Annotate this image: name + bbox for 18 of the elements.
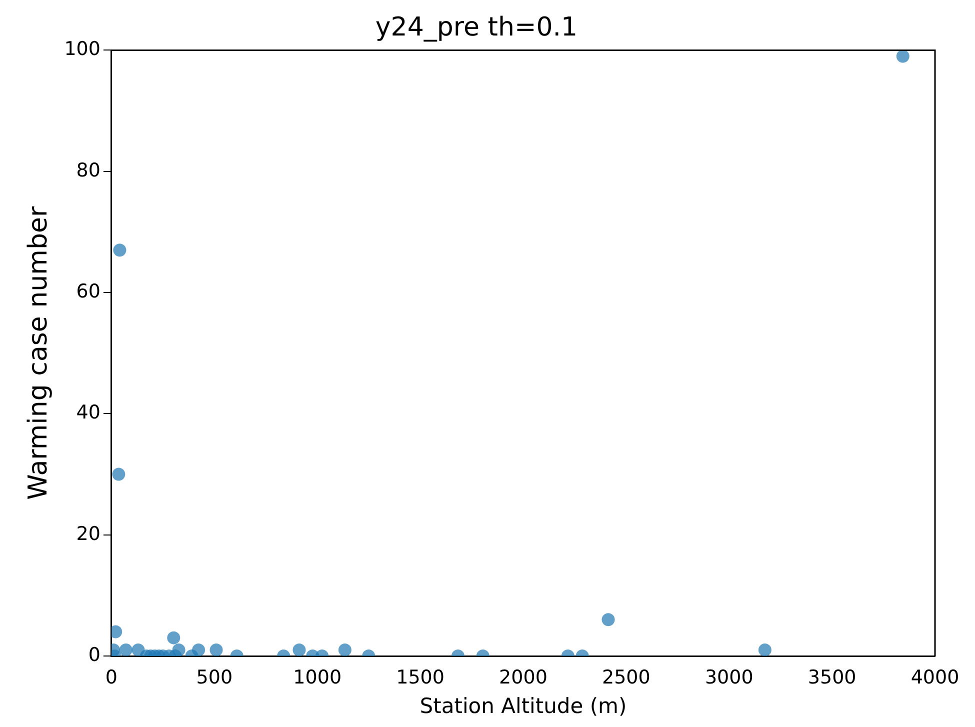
x-tick-label: 4000 bbox=[910, 666, 960, 688]
y-tick-label: 100 bbox=[64, 38, 100, 60]
y-tick-label: 60 bbox=[76, 280, 100, 302]
y-tick-label: 80 bbox=[76, 159, 100, 182]
y-tick-label: 20 bbox=[76, 522, 100, 545]
x-tick-label: 1500 bbox=[396, 666, 444, 688]
x-tick-label: 3500 bbox=[808, 666, 856, 688]
x-tick-label: 0 bbox=[105, 666, 118, 688]
x-tick-label: 3000 bbox=[704, 666, 754, 688]
x-tick-label: 2000 bbox=[499, 666, 548, 688]
chart-title: y24_pre th=0.1 bbox=[375, 12, 578, 42]
x-axis-title: Station Altitude (m) bbox=[420, 694, 627, 718]
y-tick-label: 40 bbox=[76, 402, 100, 424]
x-tick-label: 1000 bbox=[293, 666, 342, 688]
y-tick-label: 0 bbox=[88, 644, 100, 666]
x-tick-label: 2500 bbox=[602, 666, 650, 688]
y-axis-title: Warming case number bbox=[23, 206, 54, 500]
x-tick-label: 500 bbox=[196, 666, 233, 688]
